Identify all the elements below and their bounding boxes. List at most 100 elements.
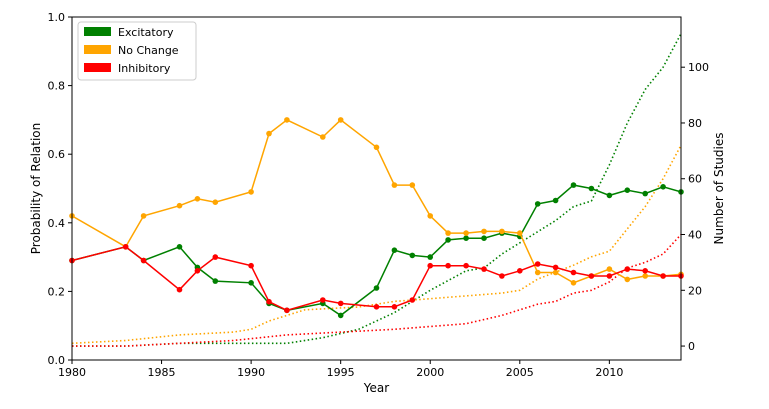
- excitatory-point: [624, 187, 631, 193]
- no-change-line: [72, 118, 681, 284]
- inhibitory-point: [588, 273, 595, 279]
- excitatory-point: [606, 192, 613, 199]
- inhibitory-point: [570, 269, 577, 276]
- no-change-point: [409, 182, 416, 188]
- inhibitory-point: [409, 297, 416, 303]
- inhibitory-point: [373, 304, 380, 310]
- inhibitory-line: [72, 245, 681, 312]
- excitatory-point: [248, 280, 254, 286]
- inhibitory-point: [248, 262, 254, 269]
- excitatory-point: [445, 237, 451, 243]
- legend: Excitatory No Change Inhibitory: [77, 21, 197, 81]
- no-change-point: [337, 117, 344, 123]
- y-axis-right: 0 20 40 60 80 100: [681, 61, 709, 353]
- no-change-studies-line: [72, 144, 681, 345]
- no-change-point: [284, 117, 290, 123]
- x-tick-label: 2010: [595, 366, 623, 379]
- y-left-tick-label: 0.6: [48, 148, 66, 161]
- inhibitory-point: [445, 262, 451, 269]
- inhibitory-point: [660, 273, 666, 279]
- y-left-tick-label: 1.0: [48, 11, 66, 24]
- inhibitory-point: [320, 297, 326, 303]
- excitatory-point: [391, 247, 398, 253]
- excitatory-point: [534, 201, 541, 207]
- inhibitory-point: [194, 268, 201, 274]
- no-change-point: [427, 213, 434, 219]
- inhibitory-point: [140, 257, 147, 264]
- x-tick-label: 1980: [58, 366, 86, 379]
- legend-label-no-change: No Change: [118, 44, 179, 57]
- inhibitory-point: [266, 298, 272, 305]
- no-change-point: [373, 144, 380, 151]
- inhibitory-point: [463, 262, 469, 269]
- excitatory-point: [588, 185, 595, 192]
- inhibitory-point: [176, 286, 183, 293]
- y-right-tick-label: 100: [688, 61, 709, 74]
- inhibitory-point: [642, 268, 648, 274]
- inhibitory-point: [552, 264, 559, 271]
- no-change-point: [642, 273, 648, 279]
- no-change-point: [248, 189, 254, 195]
- no-change-point: [499, 228, 505, 235]
- legend-swatch-inhibitory: [84, 63, 111, 72]
- x-axis-title: Year: [363, 381, 389, 395]
- y-left-tick-label: 0.0: [48, 354, 66, 367]
- excitatory-point: [660, 184, 666, 190]
- inhibitory-point: [427, 262, 434, 269]
- y-left-tick-label: 0.4: [48, 217, 66, 230]
- excitatory-point: [176, 244, 183, 250]
- inhibitory-studies-line: [72, 233, 681, 347]
- excitatory-point: [337, 312, 344, 319]
- y-right-tick-label: 60: [688, 173, 702, 186]
- no-change-point: [534, 269, 541, 276]
- y-axis-right-title: Number of Studies: [712, 133, 726, 245]
- inhibitory-point: [212, 254, 219, 260]
- y-left-tick-label: 0.8: [48, 80, 66, 93]
- y-axis-left: 0.0 0.2 0.4 0.6 0.8 1.0: [48, 11, 72, 367]
- excitatory-point: [212, 278, 219, 284]
- y-right-tick-label: 80: [688, 117, 702, 130]
- no-change-point: [481, 228, 487, 235]
- no-change-point: [606, 266, 613, 272]
- excitatory-point: [409, 252, 416, 259]
- no-change-point: [212, 199, 219, 205]
- inhibitory-point: [624, 266, 631, 272]
- x-tick-label: 2005: [506, 366, 534, 379]
- legend-swatch-no-change: [84, 45, 111, 54]
- no-change-point: [391, 182, 398, 188]
- x-tick-label: 1995: [327, 366, 355, 379]
- legend-label-excitatory: Excitatory: [118, 26, 174, 39]
- y-right-tick-label: 40: [688, 229, 702, 242]
- no-change-point: [320, 134, 326, 140]
- excitatory-point: [552, 197, 559, 204]
- no-change-point: [552, 269, 559, 276]
- excitatory-point: [427, 254, 434, 260]
- no-change-point: [517, 230, 523, 236]
- x-tick-label: 1985: [148, 366, 176, 379]
- inhibitory-point: [284, 307, 290, 314]
- inhibitory-point: [606, 273, 613, 279]
- legend-label-inhibitory: Inhibitory: [118, 62, 171, 75]
- excitatory-line: [72, 184, 681, 317]
- x-tick-label: 2000: [416, 366, 444, 379]
- x-tick-label: 1990: [237, 366, 265, 379]
- excitatory-point: [373, 285, 380, 291]
- no-change-point: [463, 230, 469, 236]
- excitatory-point: [570, 182, 577, 188]
- no-change-point: [624, 276, 631, 283]
- no-change-point: [570, 280, 577, 286]
- y-right-tick-label: 20: [688, 284, 702, 297]
- y-right-tick-label: 0: [688, 340, 695, 353]
- no-change-point: [176, 202, 183, 209]
- inhibitory-point: [499, 273, 505, 279]
- inhibitory-point: [517, 268, 523, 274]
- excitatory-point: [642, 190, 648, 197]
- no-change-point: [266, 130, 272, 137]
- plot-frame: [71, 16, 682, 361]
- x-axis: 1980 1985 1990 1995 2000 2005 2010: [58, 360, 623, 379]
- excitatory-point: [481, 235, 487, 241]
- no-change-point: [445, 230, 451, 236]
- inhibitory-point: [122, 244, 129, 250]
- inhibitory-point: [337, 300, 344, 307]
